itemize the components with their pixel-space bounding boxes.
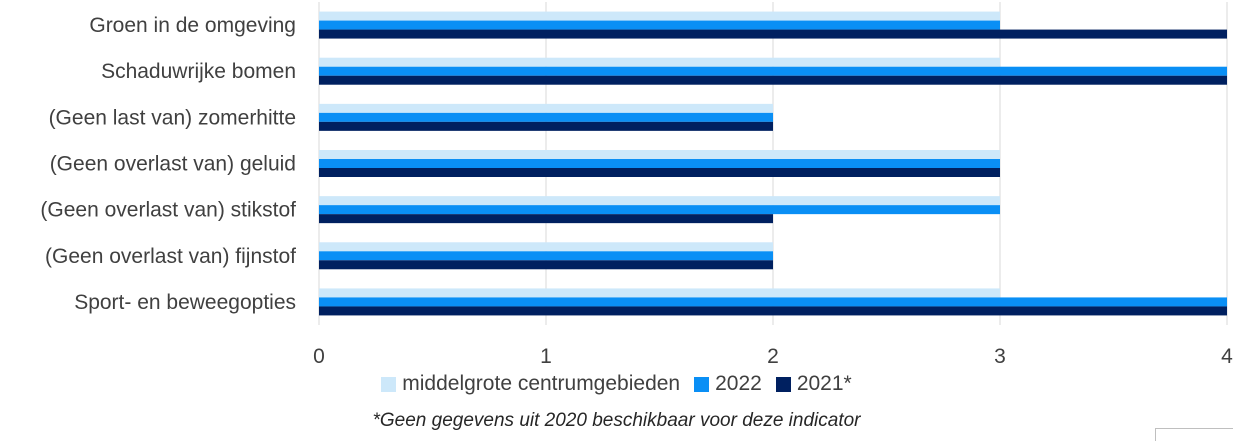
legend: middelgrote centrumgebieden 2022 2021* [0,372,1233,396]
bar-2022 [319,297,1227,307]
category-label: (Geen overlast van) fijnstof [45,245,296,268]
bar-chart: Groen in de omgeving Schaduwrijke bomen (G… [40,2,1233,368]
bar-middelgrote [319,11,1000,21]
bar-2022 [319,205,1000,215]
bar-middelgrote [319,150,1000,159]
bars [319,11,1227,316]
bar-2022 [319,66,1227,76]
bar-2021 [319,260,773,270]
bar-2022 [319,112,773,122]
bar-middelgrote [319,103,773,113]
legend-swatch [694,376,710,392]
category-label: Sport- en beweegopties [74,291,296,314]
x-tick-label: 4 [1221,345,1233,368]
bar-middelgrote [319,288,1000,298]
bar-2021 [319,29,1227,39]
legend-swatch [381,376,397,392]
footnote: *Geen gegevens uit 2020 beschikbaar voor… [372,410,861,431]
bar-middelgrote [319,196,1000,206]
category-label: Groen in de omgeving [89,14,296,37]
legend-label: middelgrote centrumgebieden [402,372,681,395]
bar-2021 [319,121,773,131]
legend-swatch [775,376,791,392]
bar-2022 [319,251,773,261]
category-label: (Geen overlast van) geluid [50,153,296,176]
bar-2021 [319,306,1227,316]
legend-label: 2022 [715,372,762,395]
bar-2022 [319,159,1000,168]
bar-middelgrote [319,242,773,252]
x-tick-labels: 0 1 2 3 4 [313,345,1233,368]
x-tick-label: 2 [767,345,779,368]
x-tick-label: 0 [313,345,325,368]
bar-2022 [319,20,1000,30]
legend-item-series-2: 2021* [775,372,852,396]
legend-item-series-0: middelgrote centrumgebieden [381,372,680,396]
bar-2021 [319,75,1227,85]
bar-2021 [319,168,1000,177]
x-tick-label: 3 [994,345,1006,368]
decorative-frame-corner [1155,428,1233,441]
category-labels: Groen in de omgeving Schaduwrijke bomen (G… [40,14,296,314]
legend-label: 2021* [796,372,852,395]
bar-middelgrote [319,57,1000,67]
category-label: (Geen overlast van) stikstof [40,199,296,222]
category-label: Schaduwrijke bomen [101,60,296,83]
bar-2021 [319,214,773,224]
category-label: (Geen last van) zomerhitte [49,106,296,129]
legend-item-series-1: 2022 [694,372,762,396]
x-tick-label: 1 [540,345,552,368]
